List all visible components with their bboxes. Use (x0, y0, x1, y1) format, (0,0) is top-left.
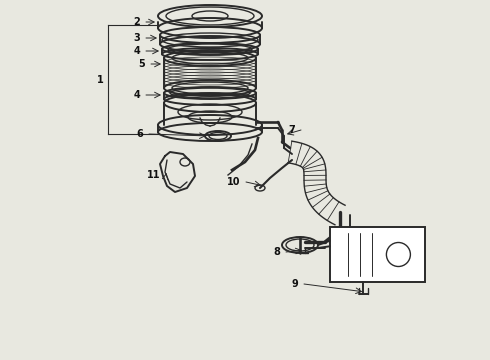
Bar (330, 227, 425, 282)
Text: 4: 4 (133, 90, 140, 100)
Text: 5: 5 (138, 59, 145, 69)
Text: 1: 1 (97, 75, 104, 85)
Text: 9: 9 (291, 279, 298, 289)
Text: 11: 11 (147, 170, 160, 180)
Text: 2: 2 (133, 17, 140, 27)
Text: 6: 6 (136, 129, 143, 139)
Text: 8: 8 (273, 247, 280, 257)
Text: 4: 4 (133, 46, 140, 56)
Text: 7: 7 (288, 125, 295, 135)
Text: 3: 3 (133, 33, 140, 43)
Text: 10: 10 (226, 177, 240, 187)
